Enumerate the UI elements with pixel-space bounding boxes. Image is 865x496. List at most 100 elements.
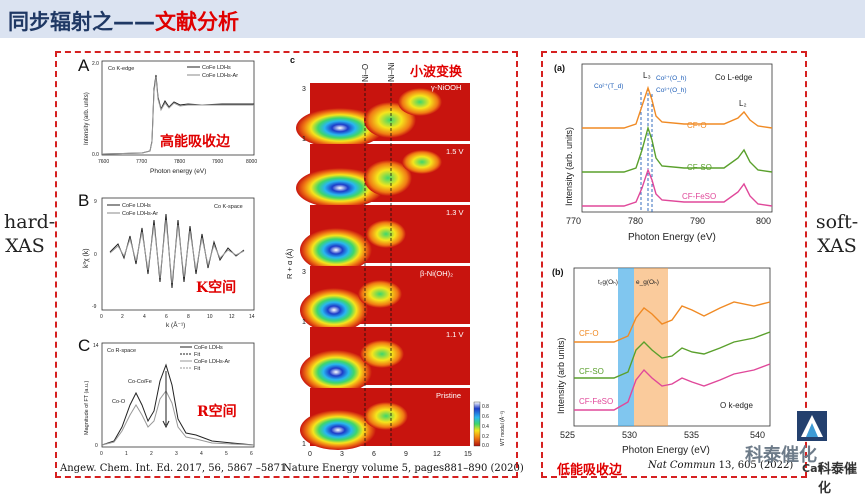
kedge-band-label-eg: e_g(Oₕ)	[636, 279, 659, 286]
kedge-xtick-0: 525	[560, 430, 575, 440]
citation-nat-commun: Nat Commun 13, 605 (2022)	[648, 460, 793, 471]
wt-cbar-tick-4: 0.0	[482, 443, 489, 449]
panel-c-legend-1: CoFe LDHs	[194, 345, 223, 351]
panel-c-rspace-chart: C Co R-space CoFe LDHs Fit CoFe LDHs-Ar …	[78, 336, 255, 457]
kedge-series-label-cf-o: CF-O	[579, 329, 599, 338]
panel-c-legend-2: Fit	[194, 352, 201, 358]
panel-c-peak-label-co-o: Co-O	[112, 399, 126, 405]
header-bar	[0, 0, 865, 38]
panel-c-xtick-3: 3	[175, 451, 178, 457]
wt-ytick-1-c: 1	[302, 441, 306, 448]
wt-ytick-3-a: 3	[302, 86, 306, 93]
ledge-axes	[581, 63, 773, 213]
wt-row-label-3: 1.3 V	[446, 208, 464, 217]
panel-c-xtick-4: 4	[200, 451, 203, 457]
wt-colorbar-label: WT modul (Å⁻³)	[499, 411, 506, 446]
panel-a-axes	[101, 60, 255, 156]
citation-nat-commun-journal: Nat Commun	[648, 460, 716, 471]
panel-b-annotation: K空间	[196, 280, 237, 296]
wt-row-label-4: β-Ni(OH)₂	[420, 269, 453, 278]
panel-b-inner-label: Co K-space	[214, 204, 243, 210]
panel-c-annotation: R空间	[197, 404, 237, 420]
cat-logo	[797, 411, 827, 441]
ledge-species-2: Co²⁺(O_h)	[656, 75, 687, 82]
panel-a-inner-label: Co K-edge	[108, 66, 134, 72]
panel-c-xtick-6: 6	[250, 451, 253, 457]
kedge-series-cf-feso	[574, 363, 771, 411]
kedge-letter: (b)	[552, 267, 564, 277]
panel-wt-annotation: 小波变换	[410, 65, 463, 80]
panel-b-xtick-4: 8	[187, 314, 190, 320]
panel-a-annotation: 高能吸收边	[160, 134, 230, 150]
wt-subplot-5: 1.1 V	[300, 327, 470, 394]
wt-subplot-4: β-Ni(OH)₂	[300, 266, 470, 332]
panel-c-xtick-0: 0	[100, 451, 103, 457]
ledge-species-3: Co³⁺(O_h)	[656, 87, 687, 94]
wt-row-label-6: Pristine	[436, 391, 461, 400]
cat-logo-subtext: 科泰催化	[818, 462, 858, 496]
panel-b-xtick-3: 6	[165, 314, 168, 320]
panel-b-axes	[101, 197, 255, 311]
soft-xas-line1: soft-	[815, 211, 859, 233]
ledge-series-cf-feso	[582, 167, 773, 207]
panel-a-xtick-4: 8000	[246, 159, 257, 165]
panel-wt-wavelet-chart: c Ni–O Ni–Ni γ-NiOOH 1.5 V 1.3 V β-Ni(OH…	[285, 55, 506, 458]
panel-a-ytick-0: 0.0	[92, 152, 99, 158]
watermark-text: 科泰催化	[745, 445, 817, 466]
panel-b-ytick-0: -9	[92, 304, 97, 310]
hard-xas-frame	[55, 51, 518, 478]
ledge-xtick-0: 770	[566, 216, 581, 226]
ledge-series-label-cf-feso: CF-FeSO	[682, 192, 716, 201]
kedge-title: O k-edge	[720, 401, 753, 410]
citation-angew: Angew. Chem. Int. Ed. 2017, 56, 5867 –58…	[60, 463, 287, 474]
panel-b-ylabel: k³χ (k)	[83, 248, 90, 268]
wt-xtick-5: 15	[464, 451, 472, 458]
kedge-series-cf-so	[574, 331, 771, 379]
ledge-series-cf-o	[582, 85, 773, 129]
wt-xtick-3: 9	[404, 451, 408, 458]
panel-c-legend-4: Fit	[194, 366, 201, 372]
ledge-series-label-cf-so: CF-SO	[687, 163, 712, 172]
wt-cbar-tick-1: 0.6	[482, 414, 489, 420]
kedge-series-cf-o	[574, 301, 771, 343]
ledge-edge-label-l3: L₃	[643, 71, 651, 80]
ledge-xtick-1: 780	[628, 216, 643, 226]
panel-c-xtick-2: 2	[150, 451, 153, 457]
panel-b-ytick-3: 0	[94, 252, 97, 258]
panel-a-xtick-0: 7600	[98, 159, 109, 165]
panel-b-xtick-2: 4	[143, 314, 146, 320]
wt-ytick-3-b: 3	[302, 269, 306, 276]
panel-wt-col-label-ni-o: Ni–O	[361, 64, 370, 82]
wt-cbar-tick-2: 0.4	[482, 424, 489, 430]
panel-kedge-chart: (b) t₂g(Oₕ) e_g(Oₕ) CF-O CF-SO CF-FeSO O…	[552, 267, 771, 456]
kedge-band-label-t2g: t₂g(Oₕ)	[598, 279, 618, 286]
wt-xtick-1: 3	[340, 451, 344, 458]
ledge-series-cf-so	[582, 125, 773, 173]
kedge-series-label-cf-feso: CF-FeSO	[579, 397, 613, 406]
wt-subplot-3: 1.3 V	[300, 205, 470, 272]
panel-b-ytick-6: 9	[94, 199, 97, 205]
wt-row-label-1: γ-NiOOH	[431, 83, 461, 92]
panel-b-xtick-7: 14	[249, 314, 255, 320]
soft-xas-line2: XAS	[817, 235, 857, 257]
panel-a-letter: A	[78, 56, 90, 75]
ledge-series-label-cf-o: CF-O	[687, 121, 707, 130]
wt-xtick-2: 6	[372, 451, 376, 458]
panel-b-kspace-chart: B CoFe LDHs CoFe LDHs-Ar Co K-space k³χ …	[78, 191, 255, 329]
title-part-1: 同步辐射之——	[8, 10, 155, 34]
panel-c-curve-ldh-ar	[101, 390, 255, 446]
citation-nat-commun-rest: 13, 605 (2022)	[718, 460, 794, 471]
panel-kedge-annotation: 低能吸收边	[557, 463, 623, 478]
panel-b-xtick-0: 0	[100, 314, 103, 320]
panel-a-xtick-2: 7800	[174, 159, 185, 165]
kedge-series-label-cf-so: CF-SO	[579, 367, 604, 376]
ledge-edge-label-l2: L₂	[739, 99, 747, 108]
panel-a-xtick-1: 7700	[136, 159, 147, 165]
panel-c-curve-ldh	[101, 363, 255, 446]
panel-c-xtick-5: 5	[225, 451, 228, 457]
soft-xas-label: soft- XAS	[812, 210, 862, 258]
panel-b-legend-2: CoFe LDHs-Ar	[122, 211, 158, 217]
kedge-xtick-3: 540	[750, 430, 765, 440]
wt-cbar-tick-0: 0.8	[482, 404, 489, 410]
panel-c-axes	[101, 342, 255, 448]
